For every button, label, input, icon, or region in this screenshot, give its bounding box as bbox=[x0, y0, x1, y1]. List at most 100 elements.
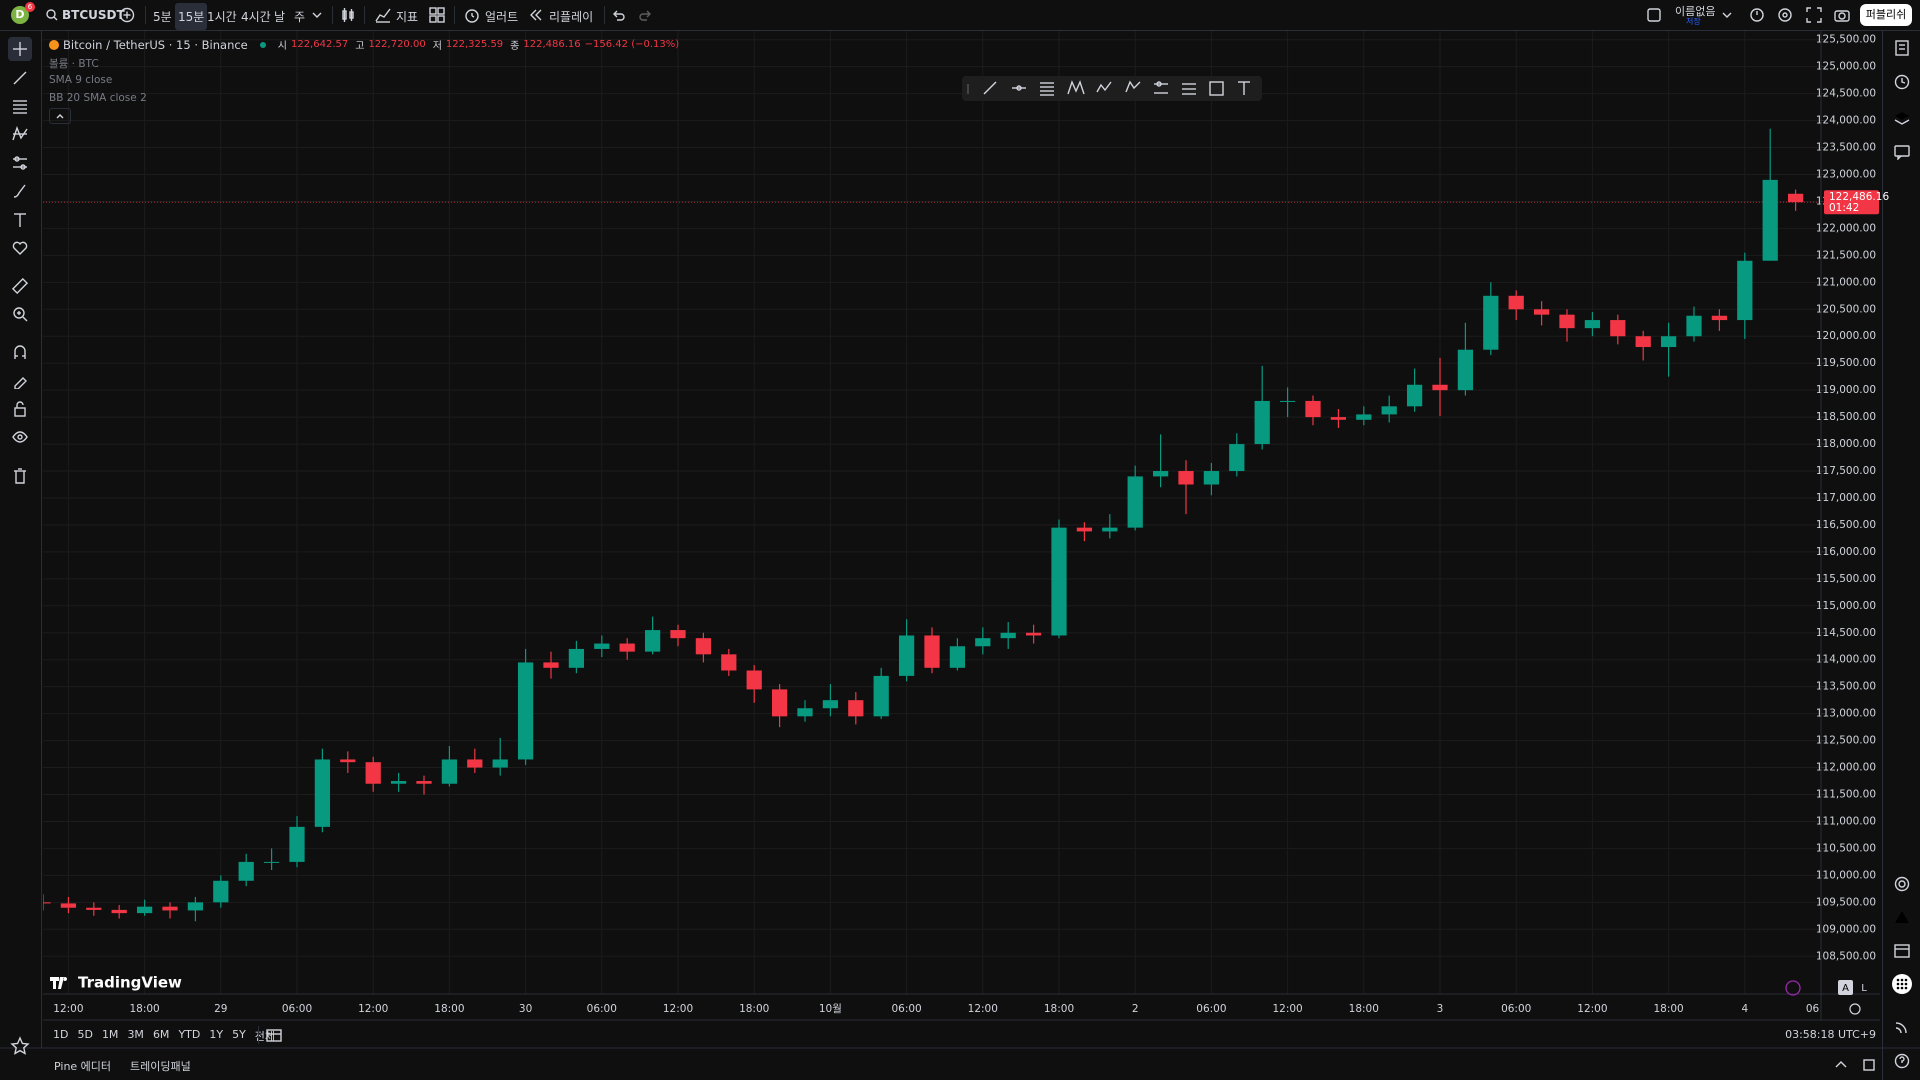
candle-body bbox=[492, 759, 508, 768]
y-tick-label: 115,500.00 bbox=[1816, 573, 1876, 585]
panel-maximize[interactable] bbox=[1862, 1058, 1876, 1072]
range-button[interactable]: 3M bbox=[127, 1028, 144, 1041]
quick-search[interactable] bbox=[1749, 7, 1765, 23]
ohlc-value: 122,720.00 bbox=[368, 39, 426, 50]
x-tick-label: 06:00 bbox=[1806, 1003, 1836, 1015]
text-tool[interactable] bbox=[12, 212, 28, 228]
floating-toolbar-icons[interactable] bbox=[962, 76, 1262, 101]
fullscreen-button[interactable] bbox=[1806, 7, 1822, 23]
collapse-legend[interactable] bbox=[49, 108, 71, 124]
auto-scale-button[interactable] bbox=[1838, 980, 1853, 995]
ohlc-value: 122,642.57 bbox=[290, 39, 349, 50]
visibility-tool[interactable] bbox=[12, 429, 28, 445]
indicators-button[interactable]: 지표 bbox=[396, 10, 419, 24]
ruler-tool[interactable] bbox=[12, 278, 28, 294]
ohlc-label: 시 bbox=[277, 41, 287, 52]
replay-icon[interactable] bbox=[529, 8, 543, 22]
candle-body bbox=[1457, 349, 1474, 391]
panel-tab[interactable]: 트레이딩패널 bbox=[130, 1060, 191, 1073]
auto-scale-label[interactable]: A bbox=[1842, 983, 1849, 994]
layout-menu[interactable] bbox=[1722, 11, 1732, 19]
redo-button[interactable] bbox=[639, 8, 653, 22]
lock-drawing[interactable] bbox=[12, 373, 28, 389]
range-button[interactable]: 1Y bbox=[209, 1028, 224, 1041]
snapshot-button[interactable] bbox=[1834, 7, 1850, 23]
avatar[interactable]: D bbox=[11, 6, 29, 24]
interval[interactable]: 날 bbox=[274, 10, 286, 24]
alert-icon[interactable] bbox=[464, 7, 480, 23]
object-tree-button[interactable] bbox=[1894, 110, 1910, 126]
interval-menu[interactable] bbox=[312, 11, 322, 19]
candle-body bbox=[1711, 315, 1728, 321]
candle-body bbox=[1660, 336, 1677, 348]
candle-body bbox=[695, 638, 712, 655]
range-button[interactable]: 1M bbox=[101, 1028, 119, 1041]
settings-button[interactable] bbox=[1849, 1003, 1861, 1015]
x-tick-label: 18:00 bbox=[1044, 1003, 1074, 1015]
compare-button[interactable] bbox=[119, 7, 135, 23]
range-button[interactable]: YTD bbox=[178, 1028, 201, 1041]
alerts-button[interactable] bbox=[1894, 74, 1910, 90]
prediction-tool[interactable] bbox=[12, 155, 28, 171]
top-toolbar: D 6 BTCUSDT 5분 15분 1시간 4시간 날 주 지표 얼러트 리플… bbox=[0, 0, 1920, 31]
watchlist-button[interactable] bbox=[1894, 40, 1910, 56]
range-button[interactable]: 6M bbox=[152, 1028, 170, 1041]
indicators-icon[interactable] bbox=[375, 7, 391, 23]
candle-body bbox=[1000, 632, 1016, 639]
lightning-button[interactable] bbox=[1785, 980, 1801, 996]
goto-date[interactable] bbox=[266, 1027, 282, 1043]
interval[interactable]: 4시간 bbox=[241, 10, 271, 24]
separator bbox=[364, 6, 365, 24]
layout-icon[interactable] bbox=[1647, 8, 1661, 22]
trendline-tool[interactable] bbox=[12, 70, 28, 86]
candle-body bbox=[1127, 476, 1143, 528]
streams-button[interactable] bbox=[1894, 1019, 1910, 1035]
range-button[interactable]: 5Y bbox=[232, 1028, 246, 1041]
pine-button[interactable] bbox=[1894, 909, 1910, 925]
screener-button[interactable] bbox=[1894, 876, 1910, 892]
delete-tool[interactable] bbox=[12, 468, 28, 484]
y-tick-label: 110,500.00 bbox=[1816, 842, 1876, 854]
apps-button[interactable] bbox=[1891, 973, 1913, 995]
y-tick-label: 122,000.00 bbox=[1816, 222, 1876, 234]
zoom-tool[interactable] bbox=[12, 306, 28, 322]
alert-button[interactable]: 얼러트 bbox=[485, 10, 519, 24]
candle-body bbox=[1559, 314, 1575, 329]
x-tick-label: 29 bbox=[214, 1003, 227, 1015]
panel-expand[interactable] bbox=[1834, 1058, 1848, 1072]
interval-active[interactable]: 15분 bbox=[175, 3, 208, 30]
candle-body bbox=[797, 708, 813, 717]
lock-tool[interactable] bbox=[12, 401, 28, 417]
range-button[interactable]: 1D bbox=[53, 1028, 69, 1041]
log-scale-label[interactable]: L bbox=[1861, 983, 1867, 994]
range-button[interactable]: 전체 bbox=[254, 1030, 276, 1043]
settings-button[interactable] bbox=[1777, 7, 1793, 23]
crosshair-tool[interactable] bbox=[12, 41, 28, 57]
undo-button[interactable] bbox=[611, 8, 625, 22]
panel-tab[interactable]: Pine 에디터 bbox=[54, 1060, 112, 1073]
chart-type-button[interactable] bbox=[340, 7, 356, 23]
interval[interactable]: 1시간 bbox=[207, 10, 237, 24]
pattern-tool[interactable] bbox=[12, 126, 28, 142]
icon-tool[interactable] bbox=[12, 240, 28, 256]
help-button[interactable] bbox=[1894, 1053, 1910, 1069]
y-tick-label: 117,000.00 bbox=[1816, 492, 1876, 504]
interval[interactable]: 5분 bbox=[153, 10, 172, 24]
magnet-tool[interactable] bbox=[12, 344, 28, 360]
calendar-button[interactable] bbox=[1894, 942, 1910, 958]
layout-name[interactable]: 이름없음 bbox=[1675, 5, 1716, 18]
symbol[interactable]: BTCUSDT bbox=[62, 8, 125, 22]
publish-button[interactable]: 퍼블리쉬 bbox=[1860, 4, 1912, 26]
interval[interactable]: 주 bbox=[294, 10, 306, 24]
chat-button[interactable] bbox=[1894, 144, 1910, 160]
range-button[interactable]: 5D bbox=[77, 1028, 93, 1041]
search-icon[interactable] bbox=[46, 9, 58, 21]
brush-tool[interactable] bbox=[12, 183, 28, 199]
watchlist-star[interactable] bbox=[10, 1036, 30, 1056]
candle-body bbox=[1305, 400, 1321, 418]
templates-button[interactable] bbox=[429, 7, 445, 23]
fib-tool[interactable] bbox=[12, 98, 28, 114]
ohlc-value: 122,325.59 bbox=[445, 39, 504, 50]
replay-button[interactable]: 리플레이 bbox=[549, 10, 594, 24]
